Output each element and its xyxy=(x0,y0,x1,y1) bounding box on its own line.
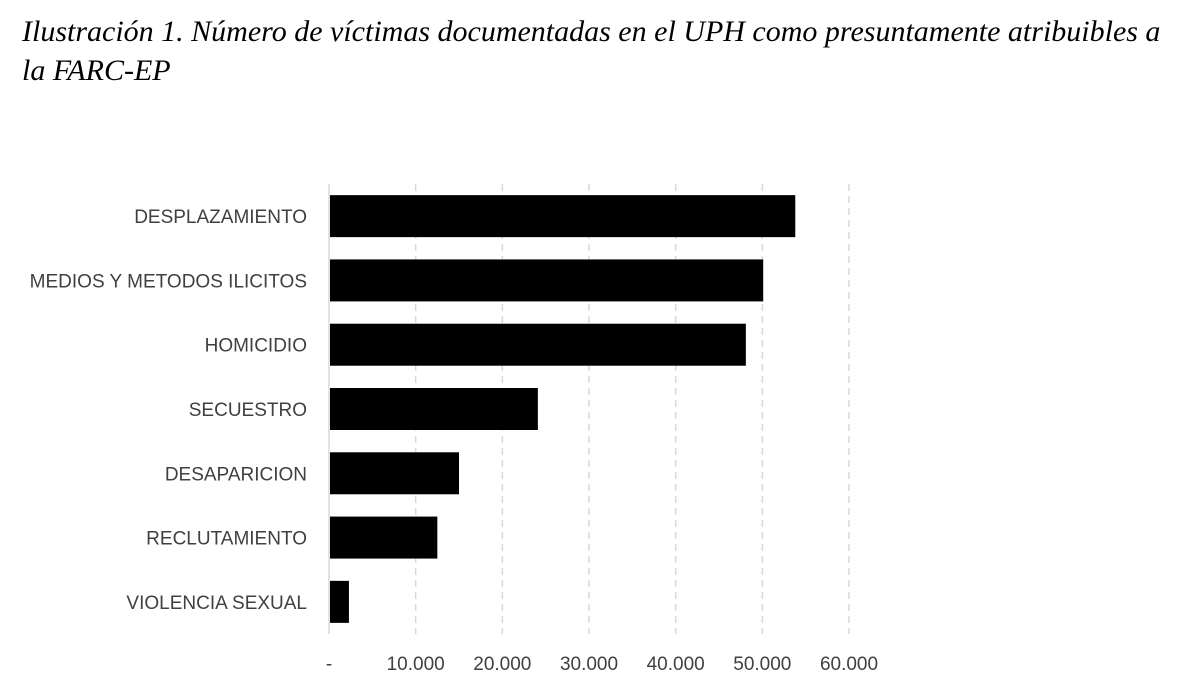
bar-homicidio xyxy=(330,323,746,366)
bar-reclutamiento xyxy=(330,516,438,559)
grid-lines xyxy=(414,184,850,634)
category-label-homicidio: HOMICIDIO xyxy=(205,336,307,357)
figure-caption: Ilustración 1. Número de víctimas docume… xyxy=(22,15,1161,87)
x-tick-label-50000: 50.000 xyxy=(733,654,791,675)
x-tick-label-20000: 20.000 xyxy=(473,654,531,675)
category-label-medios-y-metodos-ilicitos: MEDIOS Y METODOS ILICITOS xyxy=(30,271,307,292)
category-label-violencia-sexual: VIOLENCIA SEXUAL xyxy=(126,593,307,614)
bar-secuestro xyxy=(330,388,538,430)
category-label-secuestro: SECUESTRO xyxy=(189,400,307,421)
bar-medios-y-metodos-ilicitos xyxy=(330,259,764,302)
x-tick-label-40000: 40.000 xyxy=(647,654,705,675)
category-label-reclutamiento: RECLUTAMIENTO xyxy=(146,529,307,550)
category-label-desplazamiento: DESPLAZAMIENTO xyxy=(134,207,307,228)
x-tick-label-60000: 60.000 xyxy=(820,654,878,675)
x-tick-label-30000: 30.000 xyxy=(560,654,618,675)
x-tick-labels: - 10.000 20.000 30.000 40.000 50.000 60.000 xyxy=(326,654,878,675)
bars xyxy=(330,195,796,623)
category-labels: DESPLAZAMIENTO MEDIOS Y METODOS ILICITOS H… xyxy=(30,207,307,614)
category-label-desaparicion: DESAPARICION xyxy=(165,464,307,485)
bar-desaparicion xyxy=(330,452,459,495)
x-tick-label-10000: 10.000 xyxy=(387,654,445,675)
bar-violencia-sexual xyxy=(330,580,349,623)
x-tick-label-0: - xyxy=(326,654,332,675)
bar-desplazamiento xyxy=(330,195,796,238)
